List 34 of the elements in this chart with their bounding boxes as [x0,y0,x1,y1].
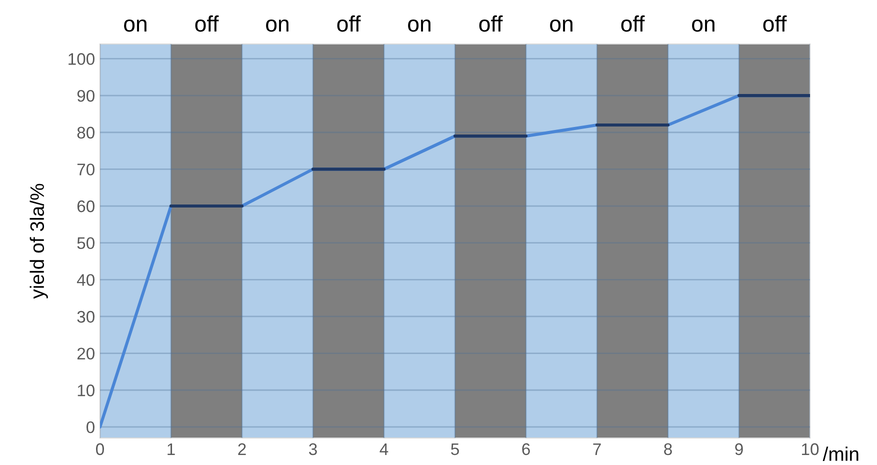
y-tick-label: 20 [77,348,94,360]
y-tick-label: 60 [77,200,94,212]
y-axis-title: yield of 3la/% [30,184,48,299]
x-tick-label: 10 [802,443,819,456]
band-label: off [337,15,361,32]
x-tick-label: 9 [735,443,743,456]
x-tick-label: 2 [238,443,246,455]
x-tick-label: 7 [593,443,601,455]
band-label: on [408,20,430,32]
band-label: off [479,15,503,32]
y-tick-label: 90 [77,90,94,102]
y-tick-label: 50 [77,237,94,250]
x-tick-label: 1 [168,443,175,455]
x-tick-label: 5 [451,443,459,456]
band-label: off [195,15,219,32]
x-tick-label: 0 [96,443,104,456]
y-tick-label: 10 [78,384,94,396]
y-tick-label: 100 [68,53,94,65]
band-label: on [692,20,714,32]
band-label: on [124,20,146,32]
x-tick-label: 3 [309,443,317,456]
x-tick-label: 4 [380,443,388,455]
x-axis-title: /min [822,446,858,461]
x-tick-label: 8 [664,443,672,456]
y-tick-label: 80 [77,126,94,139]
y-tick-label: 0 [86,421,94,434]
x-tick-label: 6 [522,443,530,456]
band-label: on [550,20,572,32]
band-label: off [621,15,645,32]
y-tick-label: 30 [77,310,94,323]
y-tick-label: 40 [76,274,94,286]
band-label: off [763,15,787,32]
band-label: on [266,20,288,32]
y-tick-label: 70 [77,164,94,176]
